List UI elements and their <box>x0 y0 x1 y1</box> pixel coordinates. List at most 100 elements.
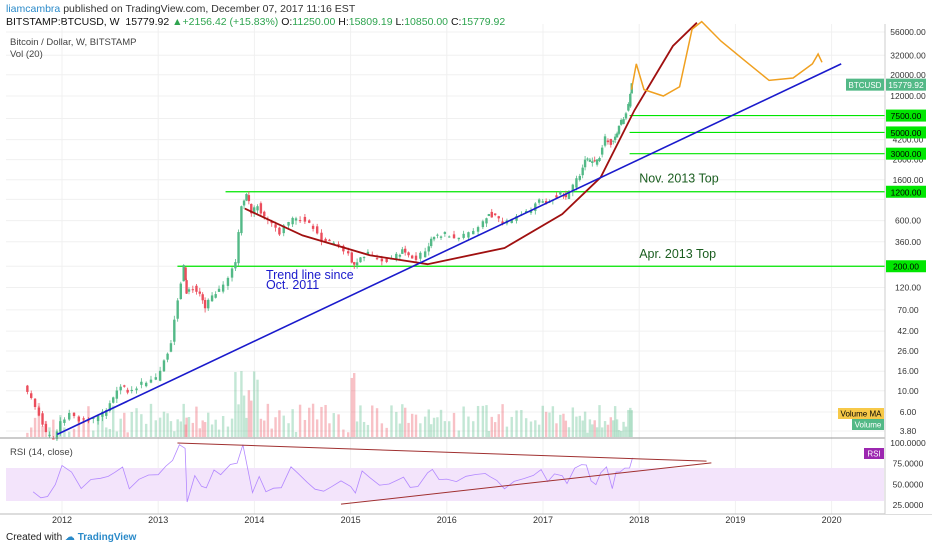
volume-bar <box>282 415 285 437</box>
price-tick-label: 6.00 <box>900 407 917 417</box>
candle-body <box>337 244 340 246</box>
open-label: O: <box>281 16 293 28</box>
candle-body <box>439 236 443 238</box>
candle-body <box>515 216 518 221</box>
candle-body <box>501 221 504 224</box>
volume-bar <box>443 421 447 437</box>
volume-bar <box>622 421 625 437</box>
candle-body <box>427 246 430 252</box>
author-link[interactable]: liamcambra <box>6 3 61 15</box>
candle-body <box>52 438 55 440</box>
volume-bar <box>595 427 599 437</box>
volume-bar <box>126 432 129 437</box>
volume-bar <box>624 426 628 437</box>
candle-body <box>622 119 625 125</box>
candle-body <box>629 93 632 107</box>
volume-bar <box>108 428 112 437</box>
high-label: H: <box>338 16 349 28</box>
volume-bar <box>555 423 558 437</box>
candle-body <box>342 245 345 252</box>
candle-body <box>68 412 71 420</box>
candle-body <box>407 252 410 256</box>
volume-bar <box>230 418 234 437</box>
candle-body <box>588 159 592 162</box>
candle-body <box>256 206 259 211</box>
tradingview-brand[interactable]: TradingView <box>77 532 137 543</box>
volume-bar <box>144 423 148 437</box>
volume-bar <box>398 423 402 437</box>
volume-bar <box>41 426 44 437</box>
volume-bar <box>591 424 594 437</box>
volume-bar <box>154 420 157 437</box>
candle-body <box>624 113 628 119</box>
rsi-tick-label: 50.0000 <box>893 479 924 489</box>
candle-body <box>410 255 414 259</box>
volume-bar <box>203 422 207 437</box>
volume-badge <box>852 419 884 430</box>
rsi-tick-label: 75.0000 <box>893 459 924 469</box>
volume-bar <box>303 419 307 437</box>
volume-ma-badge <box>838 408 884 419</box>
volume-bar <box>544 411 548 437</box>
candle-body <box>37 407 41 416</box>
candle-body <box>457 237 461 240</box>
volume-bar <box>448 421 451 437</box>
volume-bar <box>609 417 613 437</box>
candle-body <box>207 299 210 309</box>
volume-bar <box>173 431 176 437</box>
price-tick-label: 600.00 <box>895 216 921 226</box>
candle-body <box>320 232 323 242</box>
candle-body <box>169 343 173 352</box>
volume-bar <box>115 431 119 437</box>
candle-body <box>537 199 541 203</box>
candle-body <box>452 234 456 239</box>
volume-bar <box>119 418 122 437</box>
candle-body <box>96 415 100 422</box>
candle-body <box>472 230 475 235</box>
candle-body <box>613 136 617 140</box>
volume-bar <box>82 418 85 437</box>
volume-bar <box>429 424 433 437</box>
volume-bar <box>606 424 610 437</box>
candle-body <box>595 159 599 165</box>
candle-body <box>591 161 594 163</box>
volume-bar <box>355 421 359 437</box>
candle-body <box>332 242 335 244</box>
candle-body <box>398 254 402 257</box>
high-value: 15809.19 <box>348 16 393 28</box>
volume-bar <box>490 416 493 437</box>
candle-body <box>315 226 319 234</box>
candle-body <box>242 200 246 206</box>
volume-bar <box>524 418 528 437</box>
volume-bar <box>320 406 323 437</box>
candle-body <box>101 411 104 417</box>
candle-body <box>524 210 528 213</box>
volume-bar <box>274 417 277 437</box>
candle-body <box>414 255 418 260</box>
volume-bar <box>603 421 607 437</box>
volume-bar <box>207 412 210 437</box>
candle-body <box>355 262 359 266</box>
volume-bar <box>214 419 217 437</box>
price-tick-label: 1600.00 <box>893 175 924 185</box>
volume-bar <box>72 428 76 437</box>
volume-bar <box>140 414 143 437</box>
level-badge-label: 200.00 <box>893 262 919 272</box>
candle-body <box>252 207 256 213</box>
price-tick-label: 4200.00 <box>893 135 924 145</box>
volume-bar <box>105 427 108 437</box>
candle-body <box>185 280 188 294</box>
candle-body <box>298 220 302 222</box>
candle-body <box>583 159 587 168</box>
candle-body <box>259 203 263 214</box>
volume-bars <box>26 371 633 437</box>
volume-bar <box>52 419 55 437</box>
volume-bar <box>593 420 596 437</box>
time-tick-label: 2014 <box>244 515 264 525</box>
volume-bar <box>68 431 71 437</box>
candle-body <box>221 284 225 292</box>
volume-bar <box>472 421 475 437</box>
candle-body <box>294 218 298 221</box>
volume-bar <box>467 416 470 437</box>
